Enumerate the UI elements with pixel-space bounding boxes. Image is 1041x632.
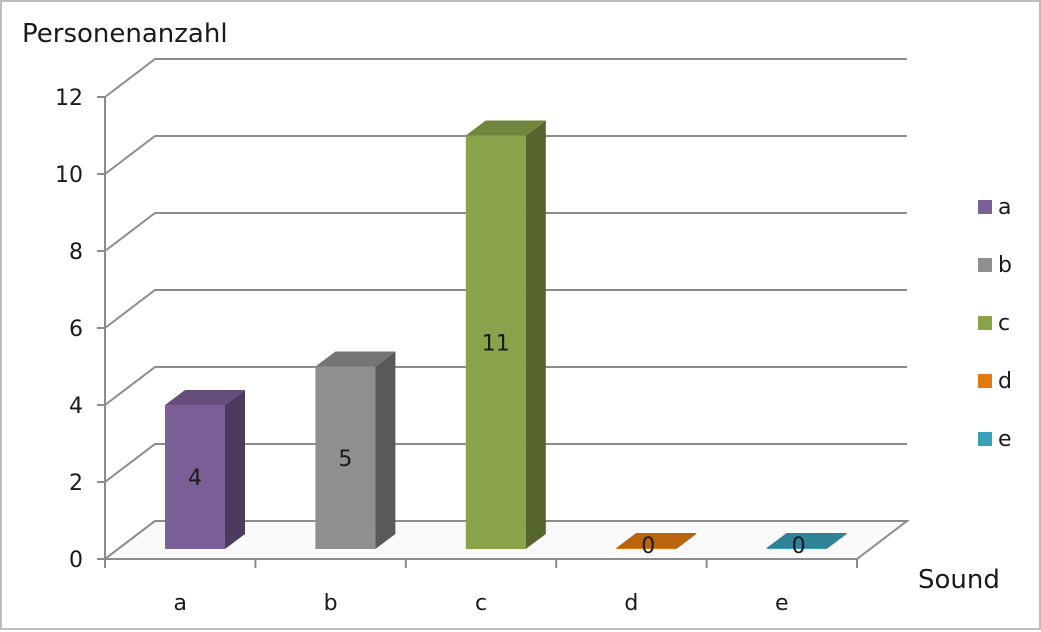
bar-top [766,533,847,548]
gridline [104,212,907,252]
data-label-e: 0 [792,534,806,559]
data-label-d: 0 [641,534,655,559]
bar-e [766,533,847,549]
legend-swatch-d [978,374,992,388]
axis-layer: 0 2 4 6 8 10 12 a b c d e [55,86,858,616]
bar-side [676,533,697,549]
legend-swatch-b [978,258,992,272]
y-tick-label: 10 [55,163,83,188]
bar-d [616,533,697,549]
gridline [104,135,907,175]
y-tick-label: 0 [69,548,83,573]
legend-swatch-c [978,316,992,330]
gridline [104,443,907,483]
bar-top [465,120,546,136]
x-tick-label: e [775,591,789,616]
legend-swatch-a [978,200,992,214]
bar-top [315,351,396,367]
legend-swatch-e [978,432,992,446]
legend-label-d: d [998,369,1012,394]
bar-front [465,135,526,549]
x-tick-label: a [173,591,186,616]
bar-side [826,533,847,549]
bar-c [465,120,546,549]
bar-side [225,390,245,549]
data-label-c: 11 [482,331,510,356]
bar-layer [165,120,847,549]
x-tick-label: b [324,591,338,616]
x-tick-label: d [624,591,638,616]
bar-top [616,533,697,548]
bar-side [375,351,396,549]
y-axis-title: Personenanzahl [22,19,228,49]
y-tick-label: 6 [69,317,83,342]
bar-front [165,405,225,549]
legend-label-c: c [998,311,1010,336]
label-layer: 4 5 11 0 0 [188,331,806,559]
bar-front [616,548,677,549]
y-tick-label: 8 [69,240,83,265]
data-label-a: 4 [188,466,202,491]
x-axis-title: Sound [918,565,1000,595]
bar-b [315,351,396,549]
legend: a b c d e [978,195,1012,452]
legend-label-b: b [998,253,1012,278]
x-tick-label: c [475,591,487,616]
bar-a [165,390,245,549]
gridline [104,289,907,329]
y-tick-label: 12 [55,86,83,111]
bar-front [766,548,827,549]
legend-label-a: a [998,195,1011,220]
legend-label-e: e [998,427,1012,452]
y-tick-label: 4 [69,394,83,419]
bar-side [525,120,546,549]
data-label-b: 5 [338,447,352,472]
bar-front [315,366,376,549]
gridline [104,366,907,406]
bar-top [165,390,245,405]
y-tick-label: 2 [69,471,83,496]
gridline [104,58,907,98]
